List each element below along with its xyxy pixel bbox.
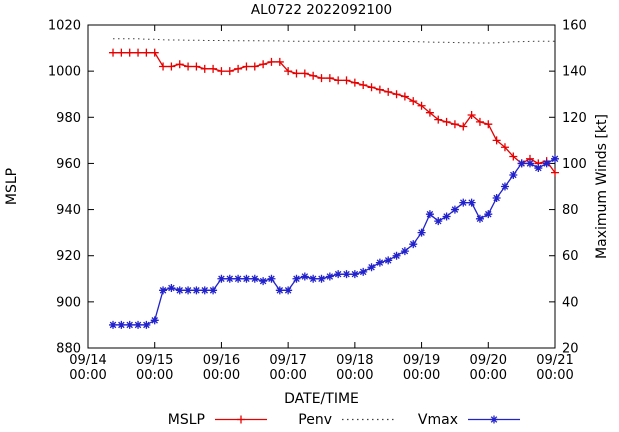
legend-item-vmax: Vmax — [418, 412, 520, 428]
legend-sample-marker — [490, 415, 498, 424]
right-tick-label: 20 — [562, 342, 579, 357]
legend-item-penv: Penv — [298, 412, 394, 428]
x-tick-label-time: 00:00 — [536, 368, 573, 383]
x-tick-label-date: 09/17 — [269, 353, 306, 368]
left-tick-label: 1000 — [48, 65, 81, 80]
left-tick-label: 900 — [56, 295, 81, 310]
series-mslp-markers — [109, 48, 559, 177]
series-penv-line — [113, 38, 555, 44]
right-tick-label: 80 — [562, 203, 579, 218]
x-tick-label-time: 00:00 — [403, 368, 440, 383]
left-tick-label: 960 — [56, 157, 81, 172]
right-tick-label: 60 — [562, 249, 579, 264]
x-tick-label-date: 09/15 — [136, 353, 173, 368]
right-tick-label: 120 — [562, 111, 587, 126]
legend-label: MSLP — [168, 412, 205, 428]
left-axis-label: MSLP — [4, 168, 20, 205]
chart-title: AL0722 2022092100 — [251, 2, 392, 18]
x-tick-label-date: 09/14 — [69, 353, 106, 368]
legend-label: Vmax — [418, 412, 458, 428]
x-tick-label-date: 09/18 — [336, 353, 373, 368]
legend-label: Penv — [298, 412, 332, 428]
x-tick-label-time: 00:00 — [136, 368, 173, 383]
x-tick-label-time: 00:00 — [203, 368, 240, 383]
x-tick-label-time: 00:00 — [69, 368, 106, 383]
x-tick-label-date: 09/19 — [403, 353, 440, 368]
series-vmax-line — [113, 158, 556, 326]
plot-border — [87, 24, 556, 349]
series-vmax-markers — [109, 154, 559, 329]
x-axis-label: DATE/TIME — [284, 391, 359, 407]
right-tick-label: 160 — [562, 19, 587, 34]
x-tick-label-date: 09/21 — [536, 353, 573, 368]
right-tick-label: 100 — [562, 157, 587, 172]
right-tick-label: 40 — [562, 295, 579, 310]
x-tick-label-time: 00:00 — [470, 368, 507, 383]
right-tick-label: 140 — [562, 65, 587, 80]
right-axis-label: Maximum Winds [kt] — [594, 114, 610, 259]
legend-item-mslp: MSLP — [168, 412, 267, 428]
left-tick-label: 880 — [56, 342, 81, 357]
left-tick-label: 940 — [56, 203, 81, 218]
legend-sample-marker — [237, 415, 245, 424]
series-mslp-line — [113, 52, 556, 174]
x-tick-label-date: 09/20 — [470, 353, 507, 368]
left-tick-label: 980 — [56, 111, 81, 126]
x-tick-label-time: 00:00 — [336, 368, 373, 383]
x-tick-label-time: 00:00 — [269, 368, 306, 383]
left-tick-label: 1020 — [48, 19, 81, 34]
x-tick-label-date: 09/16 — [203, 353, 240, 368]
left-tick-label: 920 — [56, 249, 81, 264]
